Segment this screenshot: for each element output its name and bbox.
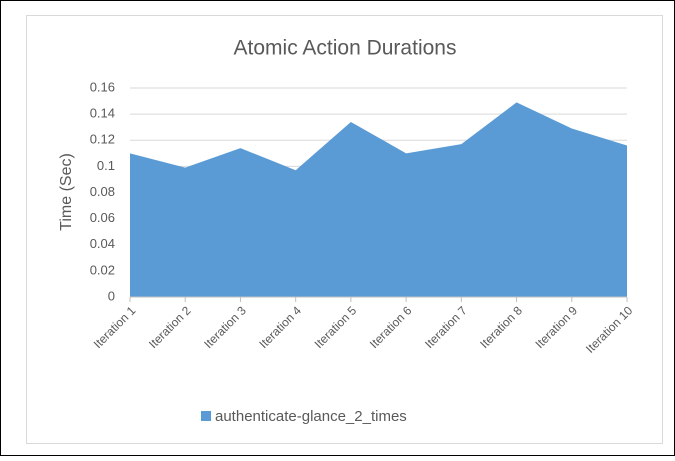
y-tick-label: 0.12 — [90, 132, 115, 147]
y-tick-label: 0.14 — [90, 106, 115, 121]
y-tick-label: 0 — [108, 288, 115, 303]
area — [130, 102, 627, 298]
legend-swatch — [201, 411, 211, 421]
y-tick-label: 0.1 — [97, 158, 115, 173]
legend-label: authenticate-glance_2_times — [215, 408, 407, 425]
y-axis-label: Time (Sec) — [58, 153, 75, 231]
chart-title: Atomic Action Durations — [234, 37, 457, 60]
y-tick-label: 0.02 — [90, 262, 115, 277]
y-tick-label: 0.16 — [90, 79, 115, 94]
y-tick-label: 0.04 — [90, 236, 115, 251]
y-tick-label: 0.06 — [90, 210, 115, 225]
y-tick-label: 0.08 — [90, 184, 115, 199]
